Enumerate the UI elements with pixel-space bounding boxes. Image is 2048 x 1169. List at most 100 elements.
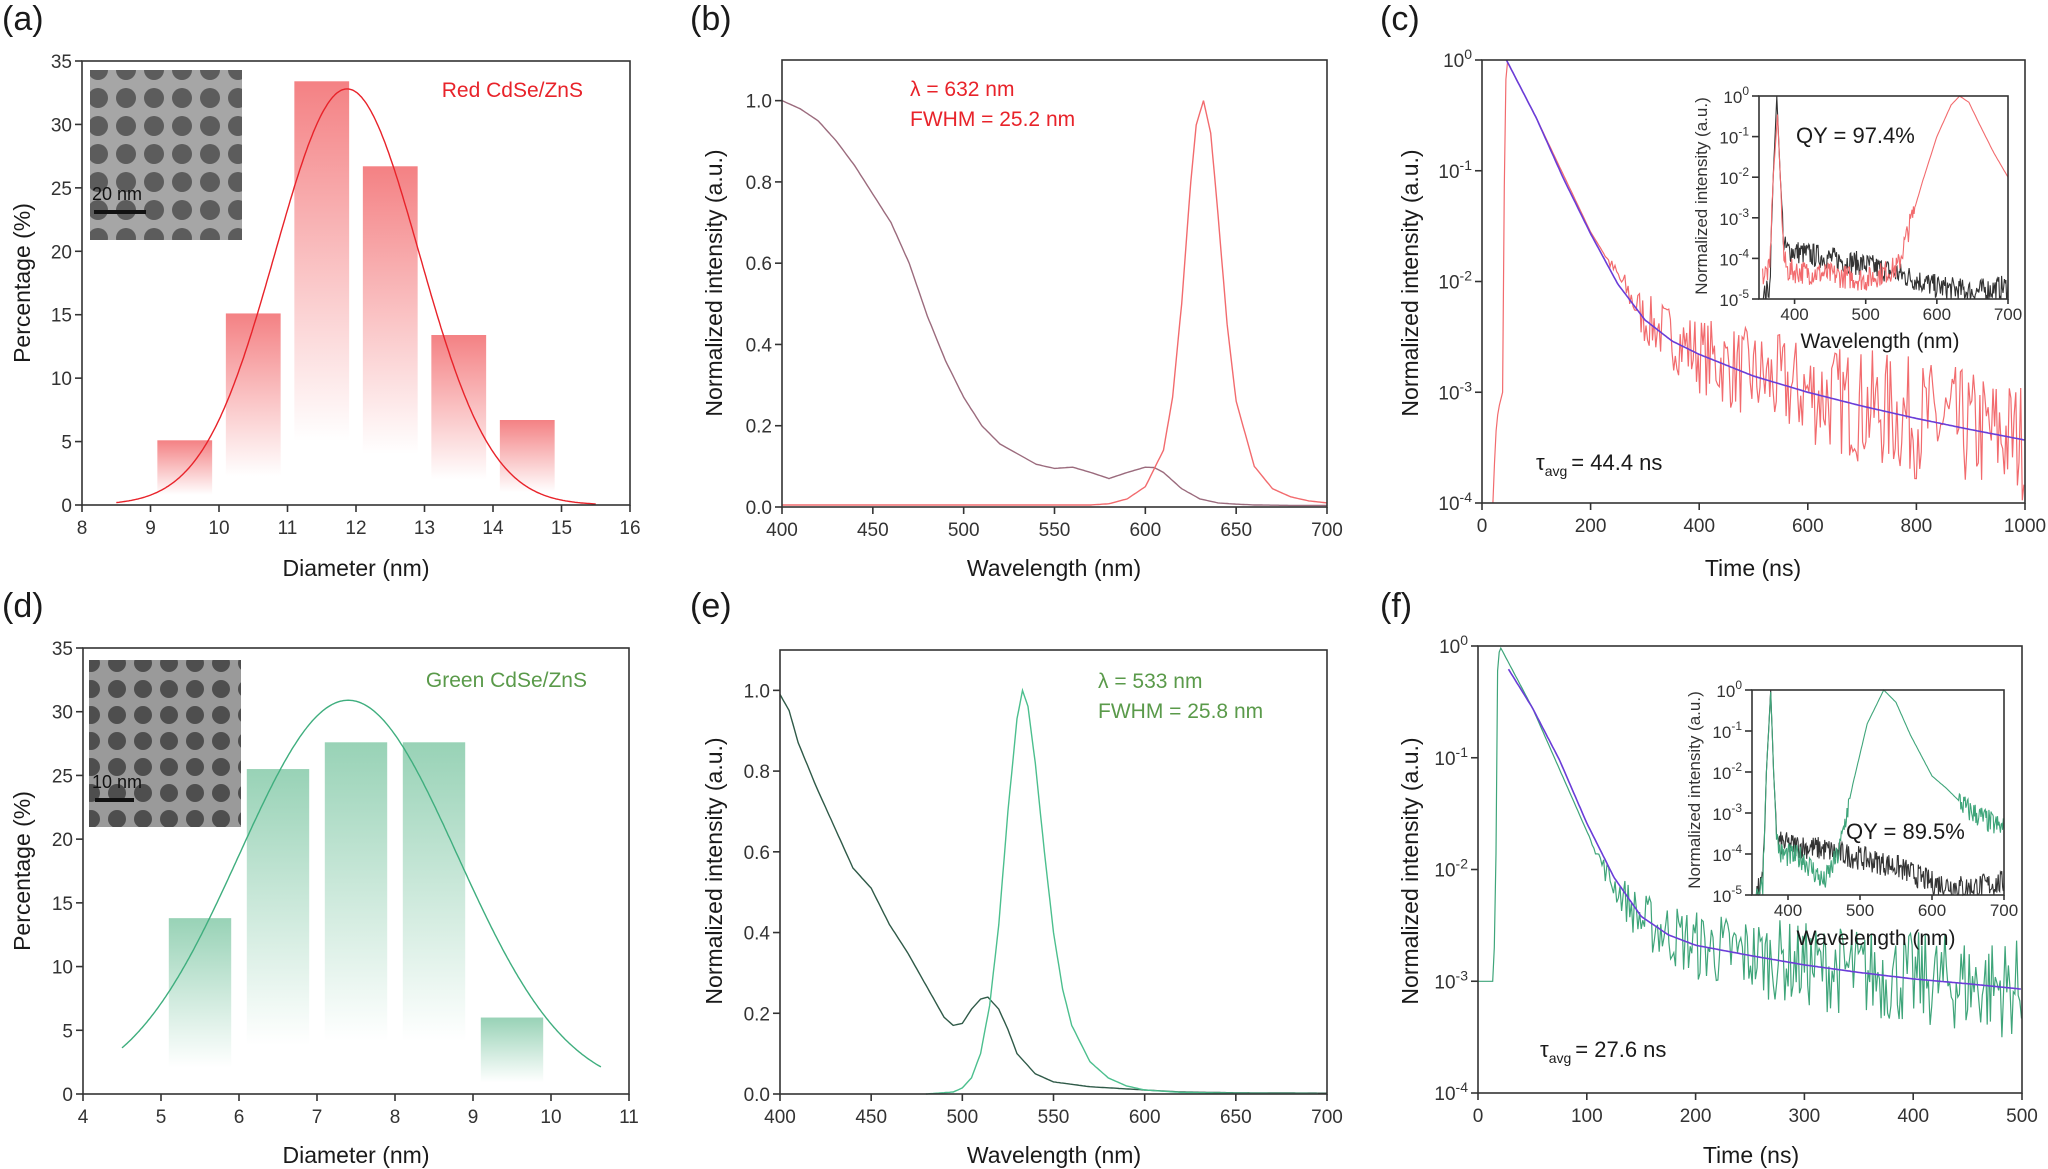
x-tick-label: 8 [77,518,88,539]
y-tick-label: 1.0 [746,92,772,113]
tem-inset-image: 10 nm [89,660,241,827]
x-tick-label: 600 [1129,520,1161,541]
y-tick-label: 25 [51,179,72,200]
panel-label: (b) [690,0,732,38]
histogram-bar [225,313,281,477]
y-tick-label: 10-3 [1719,206,1749,229]
panel-label: (c) [1380,0,1420,38]
decay-c: 0 200 400 600 800 1000 100 10-1 10-2 10-3 10-4 [1438,46,2046,537]
absorption-spectrum-line [781,99,1327,507]
gaussian-fit-line [116,88,596,505]
panel-b: (b) Wavelength (nm) Normalized intensity… [690,0,1141,581]
panel-a: (a) Diameter (nm) Percentage (%) Red CdS… [2,0,583,581]
pl-spectrum-line [925,687,1318,1095]
x-tick-label: 14 [482,518,504,539]
inset-sample-line [1762,95,2009,291]
y-tick-label: 0.4 [744,924,771,945]
x-axis-title: Wavelength (nm) [967,555,1141,581]
x-tick-label: 650 [1220,520,1252,541]
histogram-bar [431,335,487,480]
x-tick-label: 13 [414,518,435,539]
qy-annotation: QY = 89.5% [1846,819,1965,844]
histogram-a: 8 9 10 11 12 13 14 15 16 0 5 10 15 20 25 30 35 [51,52,641,539]
spectra-b: 400 450 500 550 600 650 700 0.0 0.2 0.4 0.6 0.8 1.0 [746,59,1343,541]
histogram-bar [246,769,310,1046]
lifetime-annotation: τavg = 44.4 ns [1536,450,1662,479]
panel-d: (d) Diameter (nm) Percentage (%) Green C… [2,587,587,1168]
y-tick-label: 15 [51,306,72,327]
y-tick-label: 25 [52,766,73,787]
x-tick-label: 10 [540,1107,561,1128]
x-tick-label: 800 [1901,516,1933,537]
panel-e: (e) Wavelength (nm) Normalized intensity… [690,587,1263,1168]
fwhm-annotation: FWHM = 25.2 nm [910,108,1075,131]
fwhm-annotation: FWHM = 25.8 nm [1098,700,1263,723]
x-tick-label: 0 [1477,516,1488,537]
y-tick-label: 0.8 [744,762,770,783]
x-tick-label: 600 [1918,901,1946,920]
x-tick-label: 400 [1780,305,1808,324]
histogram-bar [362,166,418,455]
y-tick-label: 10-3 [1712,801,1742,824]
x-tick-label: 100 [1571,1106,1603,1127]
x-axis-title: Time (ns) [1705,555,1801,581]
y-tick-label: 0 [61,496,72,517]
y-tick-label: 35 [52,639,73,660]
tem-inset-image: 20 nm [90,70,242,240]
decay-data-line [1478,646,2023,1038]
y-tick-label: 10-1 [1438,157,1472,183]
histogram-bar [480,1017,544,1083]
histogram-bar [294,81,350,442]
y-tick-label: 0.4 [746,335,773,356]
y-tick-label: 10-4 [1434,1079,1468,1105]
x-tick-label: 700 [1990,901,2018,920]
y-tick-label: 100 [1439,632,1468,658]
decay-f: 0 100 200 300 400 500 100 10-1 10-2 10-3 10-4 [1434,632,2037,1127]
x-tick-label: 600 [1923,305,1951,324]
y-axis-title: Normalized intensity (a.u.) [1397,149,1423,416]
y-tick-label: 0.8 [746,173,772,194]
absorption-spectrum-line [779,694,1327,1094]
y-tick-label: 10-1 [1719,125,1749,148]
peak-annotation: λ = 632 nm [910,78,1014,101]
inset-x-axis-title: Wavelength (nm) [1796,927,1955,950]
inset-x-axis-title: Wavelength (nm) [1800,330,1959,353]
panel-label: (d) [2,587,44,625]
x-tick-label: 11 [278,518,298,539]
x-tick-label: 700 [1311,1107,1343,1128]
x-axis-title: Wavelength (nm) [967,1142,1141,1168]
y-tick-label: 0.2 [746,417,772,438]
x-tick-label: 5 [156,1107,167,1128]
x-tick-label: 450 [855,1107,887,1128]
x-tick-label: 0 [1473,1106,1484,1127]
y-tick-label: 30 [51,115,72,136]
qy-inset-f: 400 500 600 700 100 10-1 10-2 10-3 10-4 10-5 [1712,678,2018,920]
panel-label: (f) [1380,587,1412,625]
x-tick-label: 400 [1683,516,1715,537]
y-tick-label: 5 [61,433,72,454]
x-tick-label: 400 [766,520,798,541]
inset-reference-line [1755,689,2005,897]
y-tick-label: 10-4 [1438,489,1472,515]
y-tick-label: 0.6 [744,843,770,864]
panel-c: (c) Time (ns) Normalized intensity (a.u.… [1380,0,1960,581]
y-tick-label: 100 [1443,46,1472,72]
y-tick-label: 0.6 [746,254,772,275]
x-tick-label: 550 [1038,1107,1070,1128]
x-tick-label: 450 [857,520,889,541]
y-tick-label: 10-5 [1712,883,1742,906]
x-tick-label: 500 [948,520,980,541]
x-tick-label: 9 [145,518,156,539]
spectra-e: 400 450 500 550 600 650 700 0.0 0.2 0.4 0.6 0.8 1.0 [744,649,1343,1128]
x-tick-label: 200 [1575,516,1607,537]
y-tick-label: 20 [52,830,73,851]
x-tick-label: 700 [1994,305,2022,324]
y-axis-title: Normalized intensity (a.u.) [1397,737,1423,1004]
y-tick-label: 35 [51,52,72,73]
peak-annotation: λ = 533 nm [1098,670,1202,693]
y-tick-label: 15 [52,894,73,915]
histogram-bar [499,420,555,493]
x-tick-label: 400 [1774,901,1802,920]
decay-fit-line [1507,668,2021,990]
